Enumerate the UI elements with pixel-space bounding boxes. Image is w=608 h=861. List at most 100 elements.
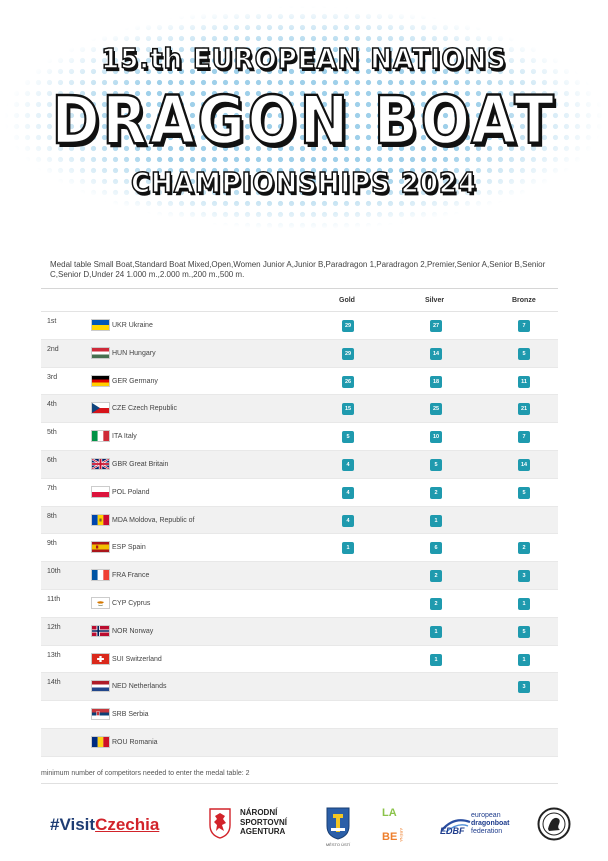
rank-label: 6th (47, 456, 57, 464)
gold-count-badge: 1 (342, 542, 354, 555)
medal-table-description: Medal table Small Boat,Standard Boat Mix… (50, 260, 546, 279)
table-row: 7th POL Poland 4 2 5 (41, 479, 558, 507)
rank-label: 4th (47, 401, 57, 409)
norway-flag-icon (91, 624, 110, 637)
rank-label: 13th (47, 651, 61, 659)
divider (41, 783, 558, 784)
silver-count-badge: 25 (430, 403, 442, 416)
ukraine-flag-icon (91, 319, 110, 331)
city-coat-of-arms-icon (326, 807, 350, 840)
country-name: ITA Italy (112, 433, 137, 441)
bronze-count-badge: 21 (518, 403, 530, 416)
country-name: NED Netherlands (112, 683, 167, 691)
serbia-flag-icon (91, 708, 110, 721)
gold-count-badge: 26 (342, 375, 354, 388)
halftone-dots-background (0, 0, 608, 250)
table-row: 9th ESP Spain 1 6 2 (41, 534, 558, 563)
medal-table: Gold Silver Bronze 1st UKR Ukraine 29 27 7 2n… (41, 288, 558, 757)
czech-lion-icon (209, 808, 231, 839)
visit-czechia-logo[interactable]: #VisitCzechia (50, 815, 159, 835)
country-name: MDA Moldova, Republic of (112, 516, 195, 524)
netherlands-flag-icon (91, 680, 110, 693)
silver-count-badge: 1 (430, 625, 442, 638)
bronze-count-badge: 3 (518, 570, 530, 583)
romania-flag-icon (91, 735, 110, 748)
rank-label: 11th (47, 595, 61, 603)
silver-count-badge: 2 (430, 486, 442, 499)
moldova-flag-icon (91, 513, 110, 526)
header-title: DRAGON BOAT (50, 81, 557, 160)
table-row: 2nd HUN Hungary 29 14 5 (41, 339, 558, 368)
country-name: HUN Hungary (112, 349, 156, 357)
nsa-logo-text: NÁRODNÍ SPORTOVNÍ AGENTURA (240, 808, 287, 837)
country-name: CYP Cyprus (112, 599, 151, 607)
header-line-3: CHAMPIONSHIPS 2024 (130, 165, 478, 200)
gold-count-badge: 29 (342, 320, 354, 332)
table-row: 13th SUI Switzerland 1 1 (41, 646, 558, 674)
silver-count-badge: 10 (430, 431, 442, 444)
silver-count-badge: 2 (430, 570, 442, 583)
rank-label: 12th (47, 623, 61, 631)
uk-flag-icon (91, 457, 110, 470)
gold-column-header: Gold (339, 297, 355, 304)
table-row: SRB Serbia (41, 701, 558, 729)
gold-count-badge: 15 (342, 403, 354, 416)
svg-text:ARÉNA: ARÉNA (399, 828, 404, 842)
czech-flag-icon (91, 402, 110, 415)
header-line-1: 15.th EUROPEAN NATIONS (100, 41, 507, 76)
hungary-flag-icon (91, 346, 110, 359)
medal-table-body: 1st UKR Ukraine 29 27 7 2nd HUN Hungary 29 14 5 3r… (41, 312, 558, 757)
gold-count-badge: 4 (342, 514, 354, 527)
rank-label: 3rd (47, 373, 58, 381)
switzerland-flag-icon (91, 652, 110, 665)
championship-header: 15.th EUROPEAN NATIONS DRAGON BOAT CHAMP… (0, 0, 608, 250)
silver-count-badge: 14 (430, 347, 442, 360)
table-row: 1st UKR Ukraine 29 27 7 (41, 312, 558, 340)
table-row: 14th NED Netherlands 3 (41, 673, 558, 702)
bronze-count-badge: 1 (518, 597, 530, 610)
silver-count-badge: 1 (430, 653, 442, 666)
country-name: ROU Romania (112, 738, 158, 746)
svg-text:BE: BE (382, 831, 397, 843)
country-name: SUI Switzerland (112, 655, 162, 663)
bronze-count-badge: 5 (518, 625, 530, 638)
rank-label: 14th (47, 679, 61, 687)
country-name: POL Poland (112, 488, 150, 496)
visit-prefix: #Visit (50, 815, 96, 834)
rank-label: 7th (47, 484, 57, 492)
gold-count-badge: 29 (342, 347, 354, 360)
rank-label: 10th (47, 568, 61, 576)
spain-flag-icon (91, 541, 110, 554)
poland-flag-icon (91, 485, 110, 498)
country-name: GBR Great Britain (112, 460, 169, 468)
edbf-mark: EDBF (440, 826, 465, 836)
silver-count-badge: 2 (430, 597, 442, 610)
country-name: FRA France (112, 572, 150, 580)
country-name: NOR Norway (112, 627, 154, 635)
table-row: 5th ITA Italy 5 10 7 (41, 423, 558, 451)
table-row: 3rd GER Germany 26 18 11 (41, 368, 558, 396)
nsa-line-2: SPORTOVNÍ (240, 817, 287, 827)
silver-count-badge: 5 (430, 458, 442, 471)
italy-flag-icon (91, 430, 110, 443)
country-name: ESP Spain (112, 544, 146, 552)
visit-suffix: Czechia (95, 815, 160, 834)
svg-text:LA: LA (382, 807, 397, 819)
edbf-line-1: european (471, 812, 501, 819)
silver-count-badge: 27 (430, 320, 442, 332)
edbf-line-2: dragonboat (471, 820, 510, 827)
bronze-count-badge: 7 (518, 431, 530, 444)
rank-label: 5th (47, 429, 57, 437)
bronze-count-badge: 5 (518, 486, 530, 499)
nsa-line-1: NÁRODNÍ (240, 808, 278, 817)
gold-count-badge: 4 (342, 486, 354, 499)
bronze-count-badge: 3 (518, 681, 530, 694)
table-row: 6th GBR Great Britain 4 5 14 (41, 450, 558, 479)
table-row: 10th FRA France 2 3 (41, 562, 558, 590)
bronze-column-header: Bronze (512, 297, 536, 304)
country-name: SRB Serbia (112, 711, 149, 719)
bronze-count-badge: 7 (518, 320, 530, 332)
rank-label: 2nd (47, 345, 59, 353)
edbf-line-3: federation (471, 828, 503, 835)
rank-label: 1st (47, 318, 57, 325)
